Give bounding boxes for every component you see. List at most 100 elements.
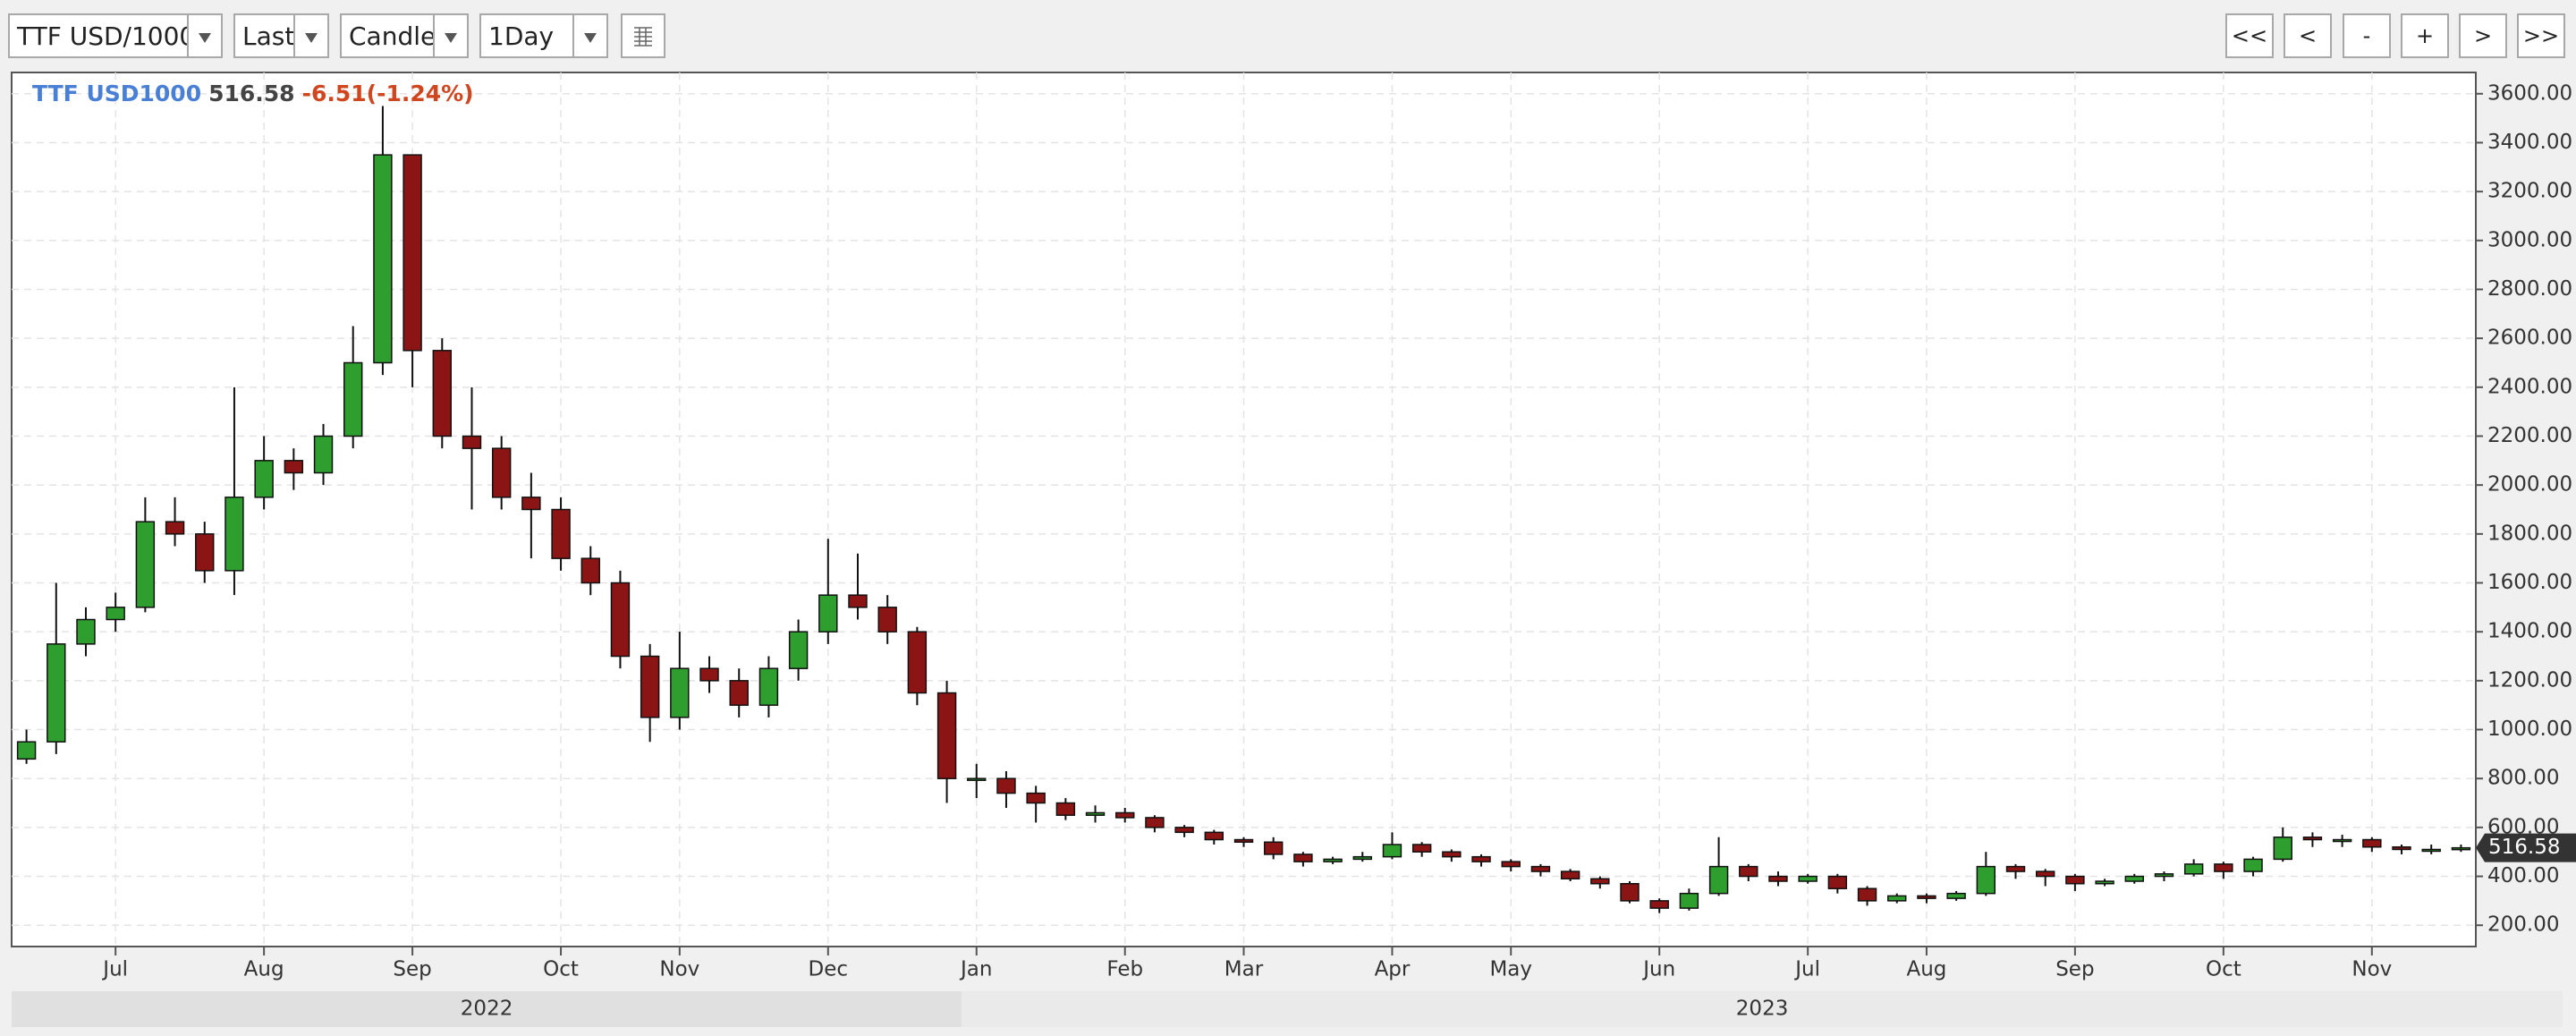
candle-body (402, 154, 422, 352)
candle-body (1798, 875, 1818, 882)
nav-button[interactable]: > (2459, 13, 2507, 58)
y-tick-label: 1400.00 (2487, 620, 2572, 643)
candle-body (1174, 827, 1194, 834)
candle-body (1857, 887, 1877, 902)
candle-body (640, 655, 660, 718)
candle-body (432, 350, 453, 437)
candle-body (1917, 895, 1936, 899)
candle-body (818, 594, 838, 633)
candle-body (284, 460, 304, 474)
nav-button[interactable]: - (2343, 13, 2391, 58)
candle-body (758, 667, 779, 706)
candle-body (1293, 853, 1313, 862)
candle-body (1115, 811, 1135, 819)
candle-body (1411, 844, 1432, 853)
symbol-dropdown[interactable]: TTF USD/1000 (8, 13, 223, 58)
candle-body (2451, 846, 2471, 851)
candle-body (1233, 838, 1254, 844)
candle-body (848, 594, 868, 608)
dropdown-label: Last (242, 21, 293, 51)
candle-body (1768, 875, 1788, 882)
year-label: 2023 (1736, 998, 1789, 1021)
candle-body (165, 521, 185, 535)
candle-body (610, 582, 631, 658)
y-tick-label: 3000.00 (2487, 228, 2572, 251)
candle-body (2392, 845, 2411, 851)
x-tick-label: Apr (1375, 958, 1411, 981)
year-band (962, 991, 2563, 1027)
x-tick-label: Sep (393, 958, 431, 981)
dropdown-label: TTF USD/1000 (17, 21, 187, 51)
table-button[interactable] (621, 13, 665, 58)
nav-button[interactable]: >> (2517, 13, 2565, 58)
y-tick-label: 800.00 (2487, 767, 2559, 790)
candle-body (2421, 848, 2441, 853)
price-dropdown[interactable]: Last (233, 13, 329, 58)
nav-button[interactable]: < (2284, 13, 2332, 58)
candle-body (1026, 792, 1046, 804)
candle-body (76, 618, 96, 645)
candle-body (1382, 844, 1402, 858)
y-tick-label: 2200.00 (2487, 424, 2572, 447)
candle-body (729, 680, 749, 706)
candle-body (47, 643, 66, 743)
dropdown-arrow (187, 15, 221, 56)
candle-body (1560, 870, 1580, 880)
candle-body (1263, 841, 1284, 855)
y-tick-label: 2800.00 (2487, 277, 2572, 301)
y-tick-label: 400.00 (2487, 864, 2559, 887)
candle-body (1471, 855, 1491, 862)
candle-body (106, 607, 125, 621)
x-tick-label: Aug (1906, 958, 1946, 981)
change: -6.51(-1.24%) (302, 81, 474, 106)
y-tick-label: 200.00 (2487, 913, 2559, 937)
candle-body (1085, 811, 1106, 816)
candle-body (967, 777, 987, 781)
candle-body (521, 497, 541, 511)
dropdown-arrow (433, 15, 467, 56)
year-label: 2022 (461, 998, 513, 1021)
y-tick-label: 1000.00 (2487, 718, 2572, 741)
y-tick-label: 3400.00 (2487, 131, 2572, 154)
nav-button[interactable]: + (2401, 13, 2449, 58)
y-tick-label: 2600.00 (2487, 327, 2572, 350)
candle-body (2273, 836, 2292, 861)
table-icon (634, 27, 652, 47)
dropdown-label: 1Day (488, 21, 555, 51)
candle-body (1055, 802, 1076, 816)
candle-body (16, 741, 37, 760)
candle-body (2124, 875, 2144, 882)
x-tick-label: Oct (2206, 958, 2241, 981)
candle-body (225, 497, 244, 572)
x-tick-label: Jan (959, 958, 992, 981)
candle-body (2243, 858, 2263, 872)
x-tick-label: Feb (1106, 958, 1143, 981)
candle-body (1145, 817, 1165, 828)
candle-body (1679, 892, 1699, 909)
candle-body (1442, 851, 1462, 858)
candle-body (135, 521, 156, 608)
candle-body (2005, 865, 2026, 872)
candle-body (699, 667, 719, 682)
nav-button[interactable]: << (2225, 13, 2274, 58)
candle-body (907, 631, 928, 694)
candle-body (1620, 882, 1640, 902)
candle-body (462, 435, 482, 449)
y-tick-label: 3600.00 (2487, 81, 2572, 105)
x-tick-label: Jul (1793, 958, 1820, 981)
candle-body (313, 435, 334, 474)
candle-body (877, 607, 897, 633)
candle-body (551, 508, 571, 559)
candle-body (580, 557, 600, 584)
type-dropdown[interactable]: Candle (340, 13, 469, 58)
x-tick-label: May (1489, 958, 1532, 981)
candle-body (1649, 900, 1669, 909)
period-dropdown[interactable]: 1Day (479, 13, 608, 58)
y-tick-label: 2400.00 (2487, 375, 2572, 398)
candle-body (1887, 895, 1907, 902)
candle-body (670, 667, 690, 718)
candle-body (195, 533, 215, 572)
candle-body (491, 447, 512, 498)
